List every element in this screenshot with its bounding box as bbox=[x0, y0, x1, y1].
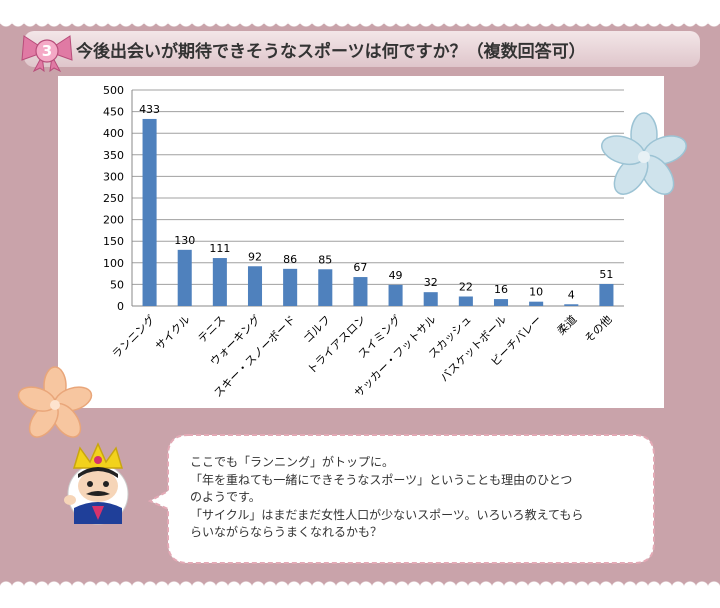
bar bbox=[247, 266, 263, 306]
y-tick-label: 400 bbox=[103, 127, 124, 140]
comment-line: のようです。 bbox=[190, 490, 261, 504]
lace-top-border bbox=[0, 0, 720, 30]
y-tick-label: 300 bbox=[103, 170, 124, 183]
data-label: 16 bbox=[494, 283, 508, 296]
bar bbox=[388, 284, 403, 306]
y-tick-label: 0 bbox=[117, 300, 124, 313]
data-label: 85 bbox=[318, 253, 332, 266]
orange-flower-icon bbox=[17, 366, 93, 438]
x-tick-label: サイクル bbox=[153, 313, 193, 353]
x-tick-label: テニス bbox=[195, 313, 228, 346]
bar bbox=[529, 301, 544, 306]
question-header: 今後出会いが期待できそうなスポーツは何ですか？（複数回答可） bbox=[24, 31, 700, 67]
bar bbox=[142, 118, 157, 306]
data-label: 67 bbox=[353, 261, 367, 274]
speech-bubble bbox=[148, 434, 655, 564]
data-label: 49 bbox=[389, 269, 403, 282]
y-tick-label: 250 bbox=[103, 192, 124, 205]
data-label: 51 bbox=[599, 268, 613, 281]
x-tick-label: ランニング bbox=[109, 312, 158, 361]
data-label: 111 bbox=[209, 242, 230, 255]
bar bbox=[212, 258, 227, 306]
bow-icon: 3 bbox=[21, 35, 73, 72]
chart-area: 0 50 100 150 200 250 300 350 400 450 500 433 ランニング 13… bbox=[58, 76, 664, 408]
y-tick-label: 50 bbox=[110, 278, 124, 291]
bar bbox=[599, 283, 614, 306]
comment-line: らいながらならうまくなれるかも？ bbox=[190, 525, 383, 539]
x-tick-label: その他 bbox=[582, 313, 615, 346]
data-label: 86 bbox=[283, 253, 297, 266]
bar bbox=[493, 299, 509, 306]
lace-bottom-border bbox=[0, 578, 720, 608]
question-title: 今後出会いが期待できそうなスポーツは何ですか？（複数回答可） bbox=[76, 42, 586, 62]
bar bbox=[458, 296, 473, 306]
data-label: 32 bbox=[424, 276, 438, 289]
data-label: 10 bbox=[529, 286, 543, 299]
comment-text: ここでも「ランニング」がトップに。 「年を重ねても一緒にできそうなスポーツ」とい… bbox=[190, 454, 650, 542]
y-tick-label: 200 bbox=[103, 214, 124, 227]
y-tick-label: 450 bbox=[103, 106, 124, 119]
comment-line: 「年を重ねても一緒にできそうなスポーツ」ということも理由のひとつ bbox=[190, 472, 573, 487]
data-label: 433 bbox=[139, 103, 160, 116]
x-tick-label: ゴルフ bbox=[300, 312, 333, 345]
blue-flower-icon bbox=[601, 112, 687, 195]
bar bbox=[318, 269, 333, 306]
y-tick-label: 100 bbox=[103, 257, 124, 270]
bar-chart: 0 50 100 150 200 250 300 350 400 450 500 433 ランニング 13… bbox=[103, 84, 624, 400]
y-tick-label: 350 bbox=[103, 149, 124, 162]
data-label: 4 bbox=[568, 288, 575, 301]
x-tick-label: 柔道 bbox=[554, 312, 579, 337]
king-mascot-icon bbox=[64, 442, 129, 525]
comment-line: ここでも「ランニング」がトップに。 bbox=[190, 455, 395, 469]
bar bbox=[564, 304, 579, 306]
y-tick-label: 150 bbox=[103, 235, 124, 248]
data-label: 92 bbox=[248, 250, 262, 263]
bar bbox=[177, 249, 192, 306]
bar bbox=[423, 292, 438, 306]
bar bbox=[353, 277, 368, 306]
data-label: 130 bbox=[174, 234, 195, 247]
question-number: 3 bbox=[42, 42, 52, 60]
data-label: 22 bbox=[459, 280, 473, 293]
y-tick-label: 500 bbox=[103, 84, 124, 97]
bar bbox=[283, 268, 298, 306]
comment-line: 「サイクル」はまだまだ女性人口が少ないスポーツ。いろいろ教えてもら bbox=[190, 507, 584, 522]
